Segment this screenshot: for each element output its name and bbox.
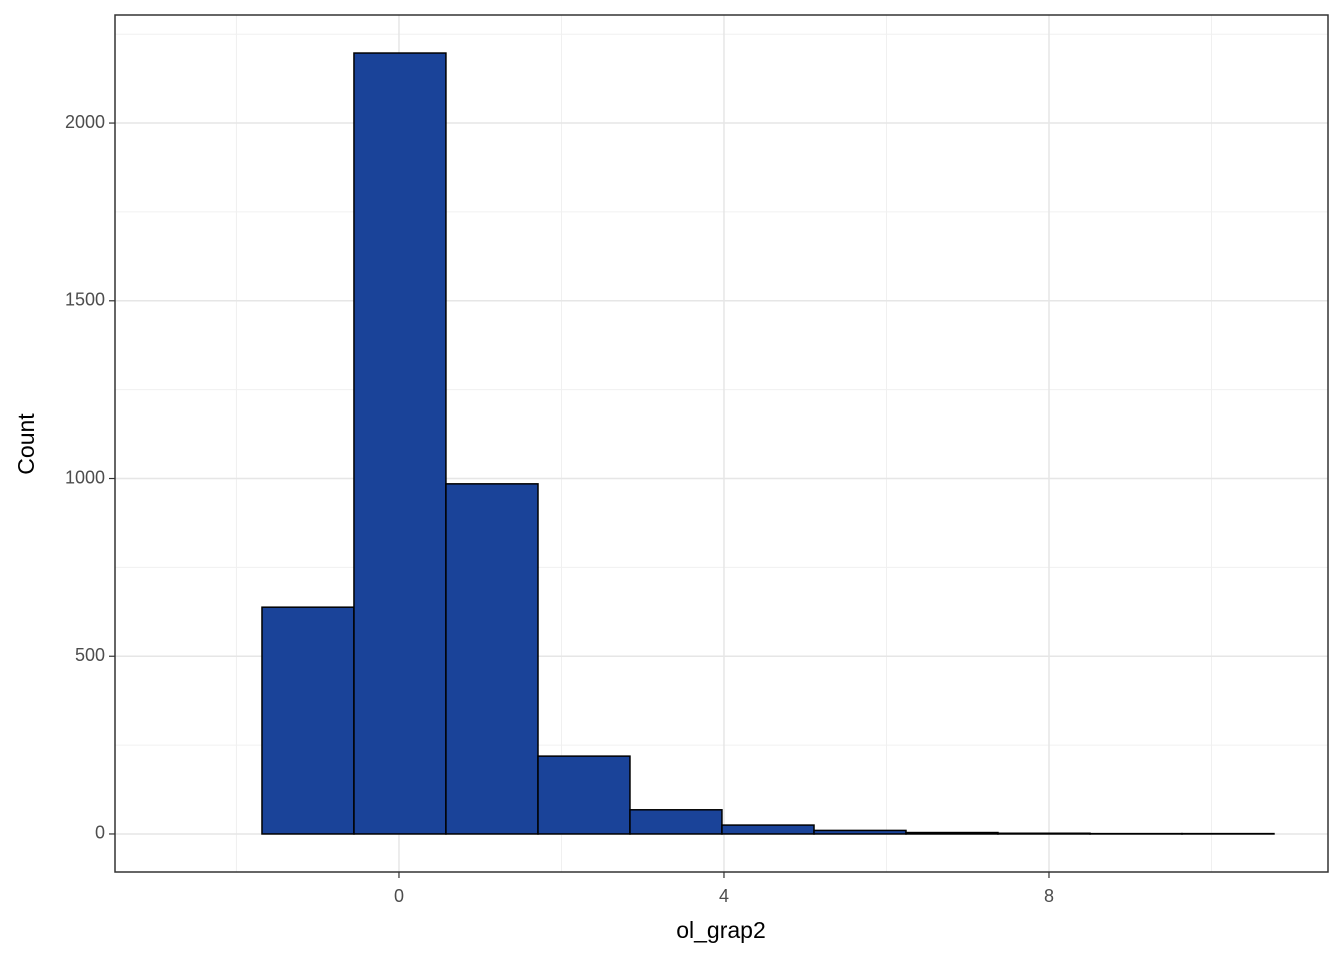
x-tick-label: 4 (719, 886, 729, 906)
y-tick-label: 2000 (65, 112, 105, 132)
x-tick-label: 0 (394, 886, 404, 906)
bar (261, 606, 355, 835)
bar (445, 483, 539, 835)
bar (721, 824, 815, 835)
bar (905, 831, 999, 835)
y-tick-label: 500 (75, 645, 105, 665)
x-tick-label: 8 (1044, 886, 1054, 906)
bar (629, 809, 723, 835)
y-tick-label: 1500 (65, 290, 105, 310)
bar (353, 52, 447, 835)
bar (813, 829, 907, 835)
y-tick-label: 0 (95, 823, 105, 843)
bar (997, 832, 1091, 835)
y-tick-label: 1000 (65, 467, 105, 487)
panel-border (114, 14, 1329, 873)
bar (537, 755, 631, 835)
y-axis-title: Count (13, 413, 39, 475)
x-axis-title: ol_grap2 (676, 917, 766, 943)
